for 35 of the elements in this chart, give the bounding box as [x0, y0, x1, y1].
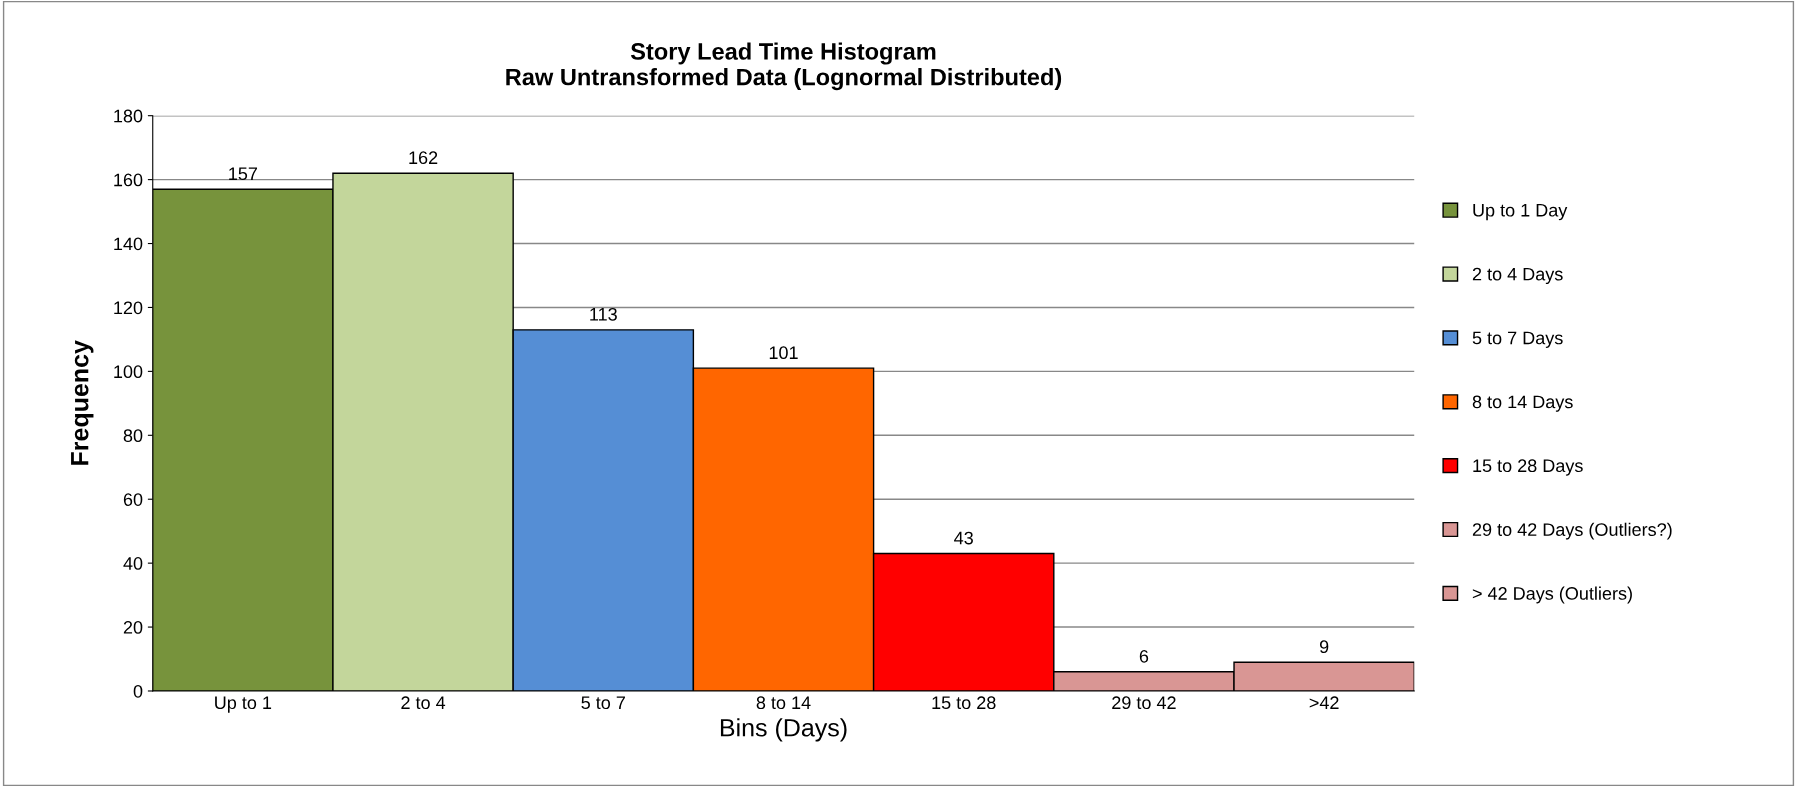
x-tick-label: 29 to 42	[1112, 696, 1176, 710]
y-tick-label: 100	[114, 365, 143, 379]
data-label: 43	[954, 531, 973, 545]
legend-label: 8 to 14 Days	[1472, 395, 1573, 412]
x-tick-label: 15 to 28	[932, 696, 996, 710]
data-label: 9	[1319, 640, 1329, 654]
data-label: 157	[229, 167, 258, 181]
legend-label: 2 to 4 Days	[1472, 267, 1563, 285]
data-label: 6	[1139, 649, 1149, 663]
x-axis-title: Bins (Days)	[720, 718, 847, 742]
y-tick-label: 160	[114, 173, 143, 187]
data-label: 113	[590, 307, 617, 321]
y-tick-label: 40	[123, 557, 143, 570]
y-tick-label: 180	[114, 109, 143, 123]
x-tick-label: 2 to 4	[401, 696, 446, 710]
y-tick-label: 0	[133, 684, 143, 698]
y-tick-label: 80	[123, 429, 143, 443]
chart-title: Story Lead Time Histogram	[630, 42, 936, 65]
data-label: 101	[769, 346, 798, 360]
data-label: 162	[409, 151, 438, 165]
legend-label: > 42 Days (Outliers)	[1472, 586, 1632, 604]
y-tick-label: 20	[123, 621, 143, 634]
legend-label: 5 to 7 Days	[1472, 331, 1563, 348]
x-tick-label: Up to 1	[215, 696, 272, 713]
y-tick-label: 140	[114, 237, 143, 251]
x-tick-label: 8 to 14	[756, 696, 811, 710]
x-tick-label: 5 to 7	[581, 696, 625, 710]
x-tick-label: >42	[1309, 696, 1339, 709]
y-tick-label: 120	[114, 301, 143, 315]
chart-subtitle: Raw Untransformed Data (Lognormal Distributed)	[506, 68, 1062, 91]
legend-label: 29 to 42 Days (Outliers?)	[1472, 522, 1672, 540]
y-axis-title: Frequency	[71, 340, 94, 465]
y-tick-label: 60	[123, 493, 143, 506]
legend-label: Up to 1 Day	[1473, 204, 1568, 221]
legend-label: 15 to 28 Days	[1473, 459, 1583, 476]
